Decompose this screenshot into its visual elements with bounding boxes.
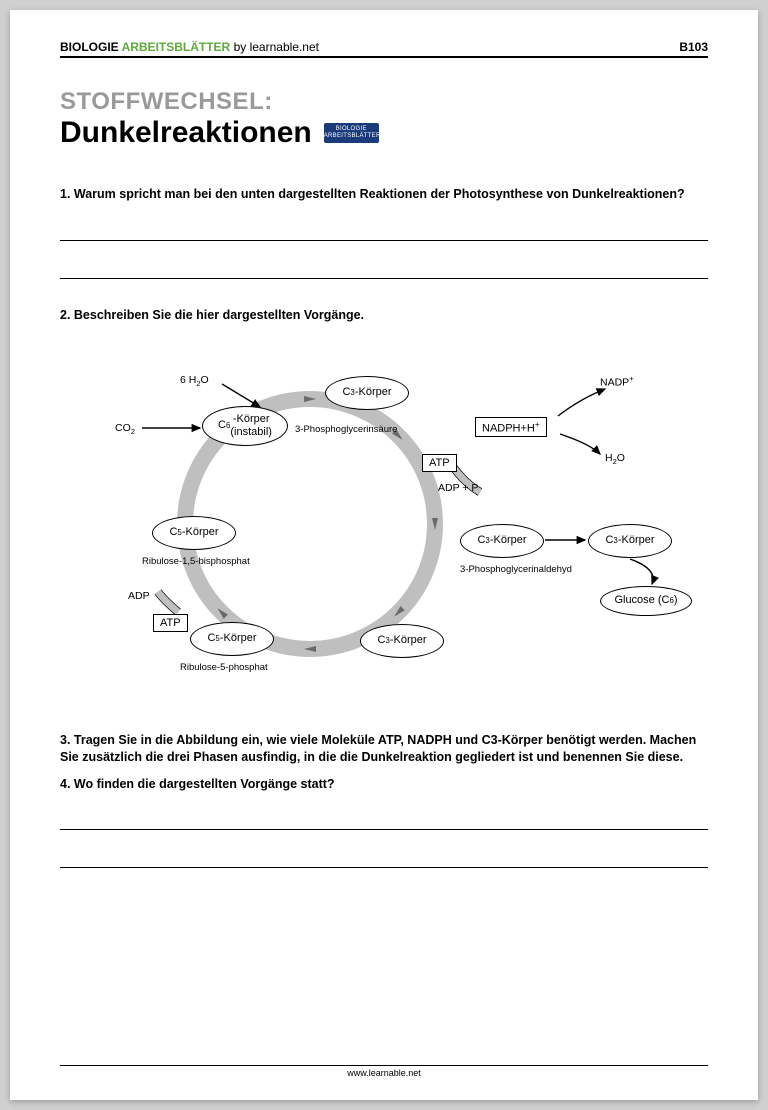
header-left: BIOLOGIE ARBEITSBLÄTTER by learnable.net <box>60 40 319 54</box>
logo-badge: BIOLOGIE ARBEITSBLÄTTER <box>324 123 379 143</box>
header: BIOLOGIE ARBEITSBLÄTTER by learnable.net… <box>60 40 708 58</box>
supertitle: STOFFWECHSEL: <box>60 88 708 116</box>
worksheet-page: BIOLOGIE ARBEITSBLÄTTER by learnable.net… <box>10 10 758 1100</box>
page-title: Dunkelreaktionen <box>60 116 312 150</box>
label-adp: ADP <box>128 590 150 602</box>
label-pgs: 3-Phosphoglycerinsäure <box>295 424 397 435</box>
label-rubp: Ribulose-1,5-bisphosphat <box>142 556 250 567</box>
footer: www.learnable.net <box>60 1065 708 1078</box>
node-c3-out: C3-Körper <box>588 524 672 558</box>
label-co2: CO2 <box>115 422 135 436</box>
answer-line <box>60 253 708 279</box>
question-4: 4. Wo finden die dargestellten Vorgänge … <box>60 776 708 793</box>
question-2: 2. Beschreiben Sie die hier dargestellte… <box>60 307 708 324</box>
brand-biologie: BIOLOGIE <box>60 40 119 54</box>
box-nadph: NADPH+H+ <box>475 417 547 438</box>
worksheet-code: B103 <box>679 40 708 54</box>
question-3: 3. Tragen Sie in die Abbildung ein, wie … <box>60 732 708 766</box>
label-nadp: NADP+ <box>600 374 634 389</box>
node-c3-top: C3-Körper <box>325 376 409 410</box>
node-c5-bot: C5-Körper <box>190 622 274 656</box>
box-atp1: ATP <box>422 454 457 472</box>
label-adp-p: ADP + P <box>438 482 478 494</box>
label-h2o-in: 6 H2O <box>180 374 209 388</box>
answer-line <box>60 804 708 830</box>
node-c5-left: C5-Körper <box>152 516 236 550</box>
label-h2o-out: H2O <box>605 452 625 466</box>
title-row: Dunkelreaktionen BIOLOGIE ARBEITSBLÄTTER <box>60 116 708 150</box>
question-1: 1. Warum spricht man bei den unten darge… <box>60 186 708 203</box>
node-c6: C6-Körper(instabil) <box>202 406 288 446</box>
node-glucose: Glucose (C6) <box>600 586 692 616</box>
answer-line <box>60 842 708 868</box>
box-atp2: ATP <box>153 614 188 632</box>
answer-line <box>60 215 708 241</box>
label-r5p: Ribulose-5-phosphat <box>180 662 268 673</box>
calvin-cycle-diagram: C3-Körper C6-Körper(instabil) C5-Körper C5-… <box>60 334 708 714</box>
brand-arbeitsblaetter: ARBEITSBLÄTTER <box>122 40 231 54</box>
label-pga: 3-Phosphoglycerinaldehyd <box>460 564 572 575</box>
header-byline: by learnable.net <box>234 40 319 54</box>
node-c3-right: C3-Körper <box>460 524 544 558</box>
node-c3-bot: C3-Körper <box>360 624 444 658</box>
